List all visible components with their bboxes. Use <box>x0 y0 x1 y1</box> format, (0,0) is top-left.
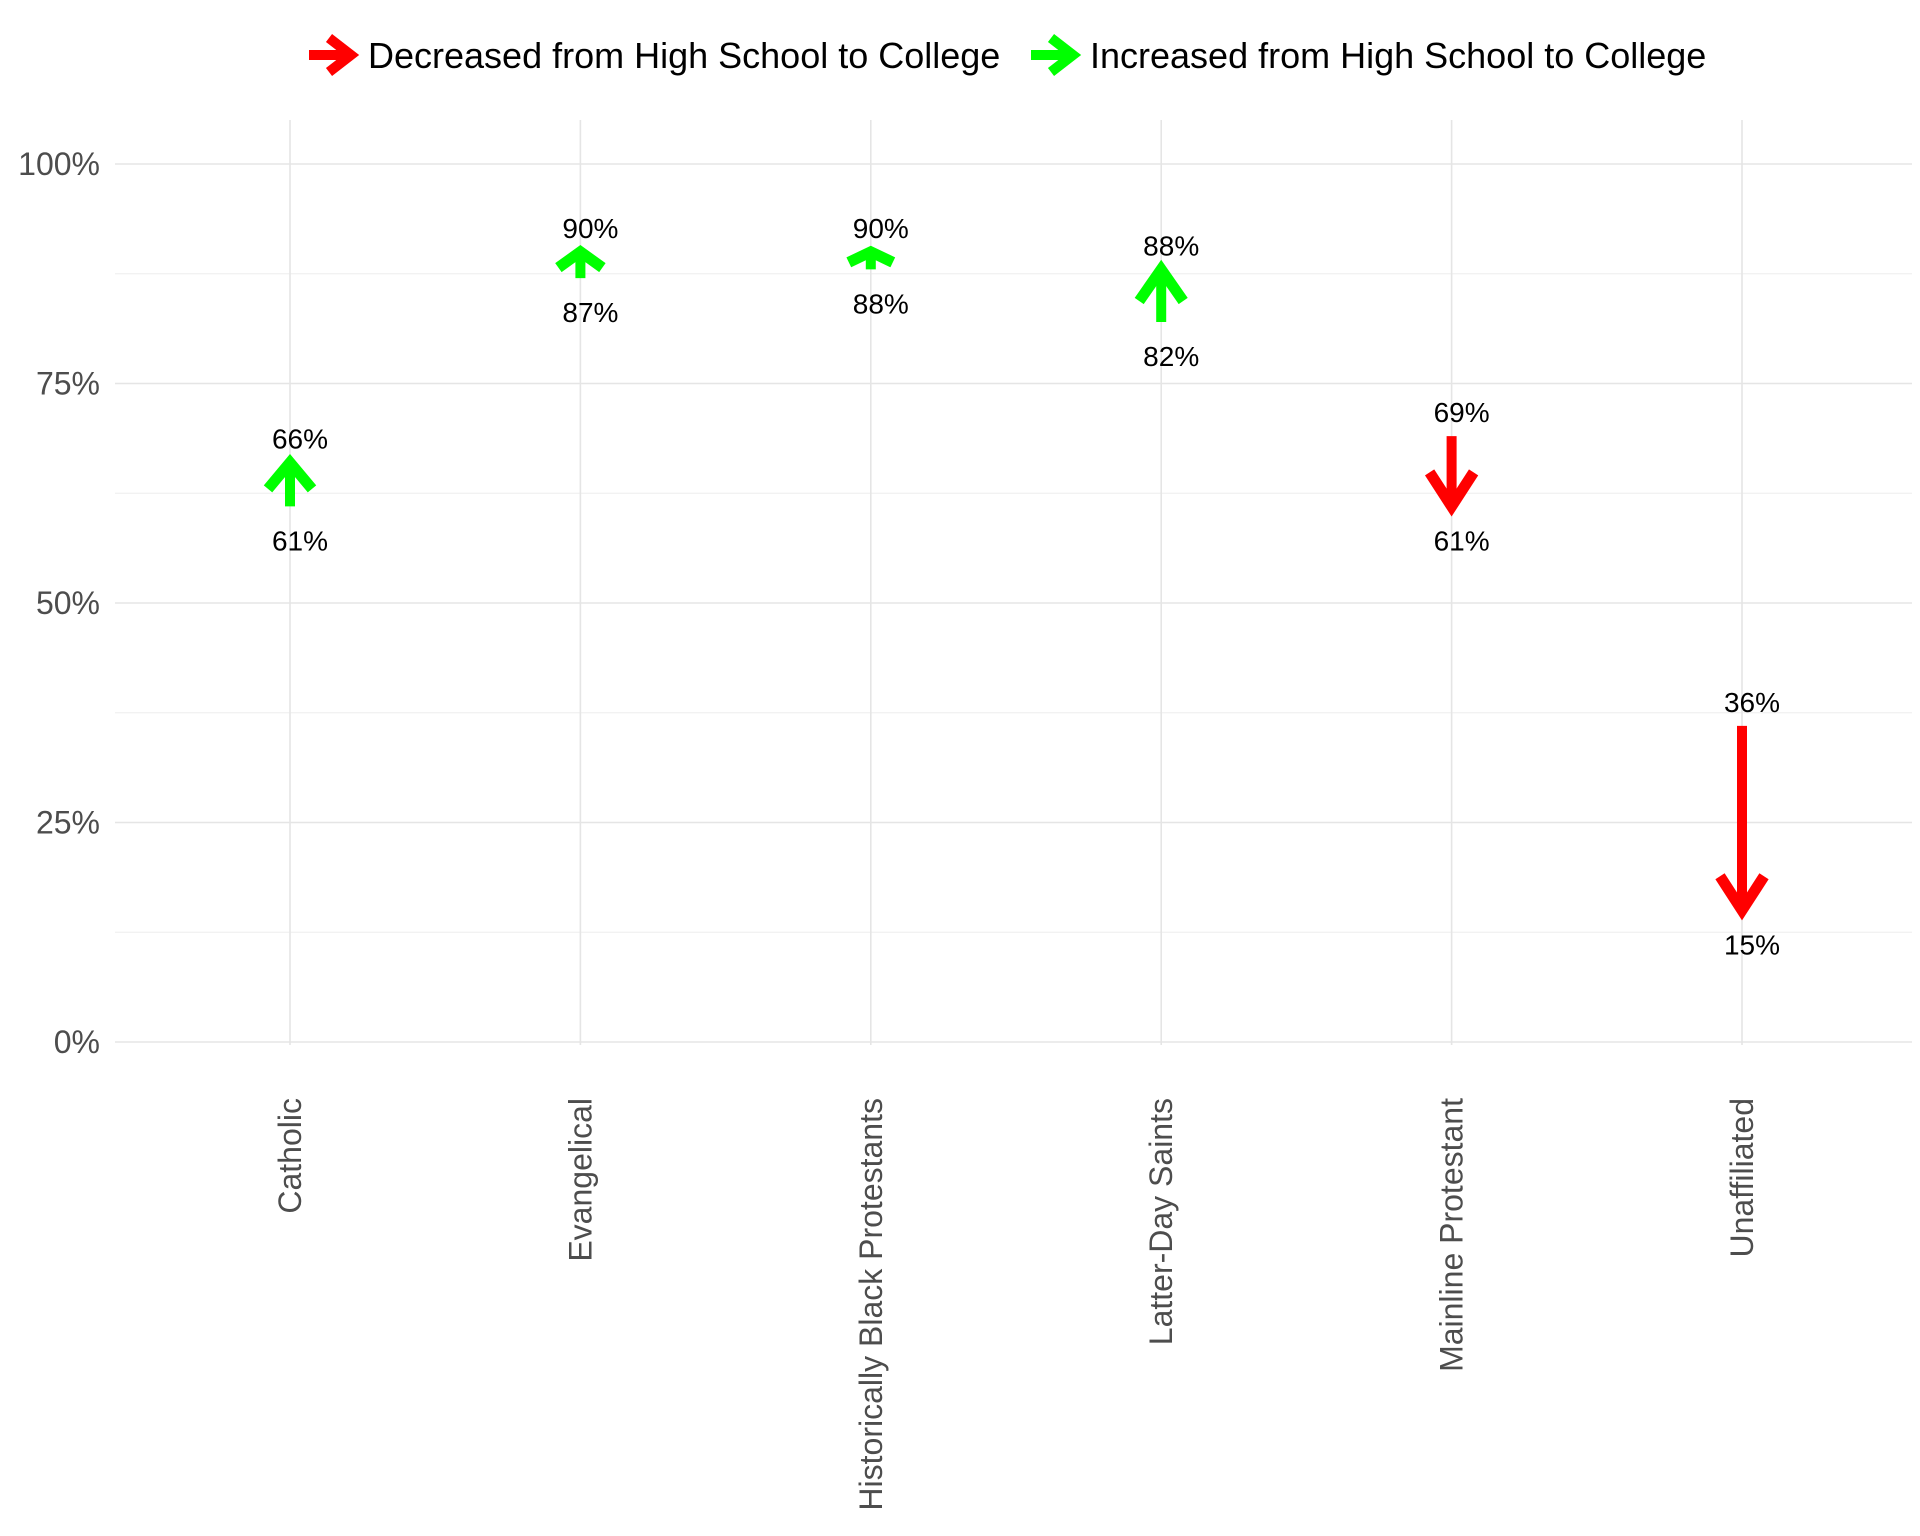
arrow-head <box>846 245 896 268</box>
x-tick-label: Unaffiliated <box>1724 1098 1760 1258</box>
high-school-value-label: 36% <box>1724 687 1780 718</box>
arrow-head <box>1715 873 1769 921</box>
change-arrow <box>1715 725 1769 921</box>
legend-key-head <box>325 34 360 76</box>
college-value-label: 90% <box>562 213 618 244</box>
y-tick-label: 0% <box>54 1024 100 1060</box>
x-tick-label: Catholic <box>272 1098 308 1214</box>
college-value-label: 90% <box>853 213 909 244</box>
high-school-value-label: 88% <box>853 288 909 319</box>
data-labels: 66% 61% 90% 87% 90% 88% 88% 82% 69% 61% 36% 15% <box>272 213 1780 960</box>
grid <box>115 120 1912 1045</box>
legend-item: Increased from High School to College <box>1031 34 1706 76</box>
change-arrow <box>555 245 606 279</box>
legend-label: Increased from High School to College <box>1090 35 1706 76</box>
college-value-label: 66% <box>272 424 328 455</box>
arrows <box>263 245 1769 921</box>
college-value-label: 88% <box>1143 230 1199 261</box>
legend-item: Decreased from High School to College <box>309 34 1000 76</box>
legend-key-head <box>1047 34 1082 76</box>
change-arrow <box>1134 259 1188 323</box>
y-axis: 0% 25% 50% 75% 100% <box>18 146 100 1060</box>
x-tick-label: Historically Black Protestants <box>853 1098 889 1511</box>
x-tick-label: Latter-Day Saints <box>1143 1098 1179 1345</box>
y-tick-label: 75% <box>36 366 100 402</box>
arrow-head <box>263 453 317 493</box>
x-tick-label: Evangelical <box>562 1098 598 1262</box>
change-arrow <box>263 453 317 507</box>
arrow-head <box>1134 259 1188 305</box>
high-school-value-label: 69% <box>1434 397 1490 428</box>
arrow-head <box>1424 469 1479 517</box>
y-tick-label: 100% <box>18 146 100 182</box>
x-tick-label: Mainline Protestant <box>1434 1098 1470 1372</box>
college-value-label: 15% <box>1724 929 1780 960</box>
high-school-value-label: 82% <box>1143 341 1199 372</box>
legend: Decreased from High School to College Inc… <box>309 34 1706 76</box>
change-arrow <box>846 245 896 270</box>
x-axis: Catholic Evangelical Historically Black Pr… <box>272 1098 1760 1511</box>
legend-label: Decreased from High School to College <box>368 35 1000 76</box>
y-tick-label: 50% <box>36 585 100 621</box>
college-value-label: 61% <box>1434 525 1490 556</box>
arrow-head <box>555 245 606 273</box>
high-school-value-label: 61% <box>272 525 328 556</box>
change-arrow <box>1424 436 1479 517</box>
y-tick-label: 25% <box>36 805 100 841</box>
high-school-value-label: 87% <box>562 297 618 328</box>
